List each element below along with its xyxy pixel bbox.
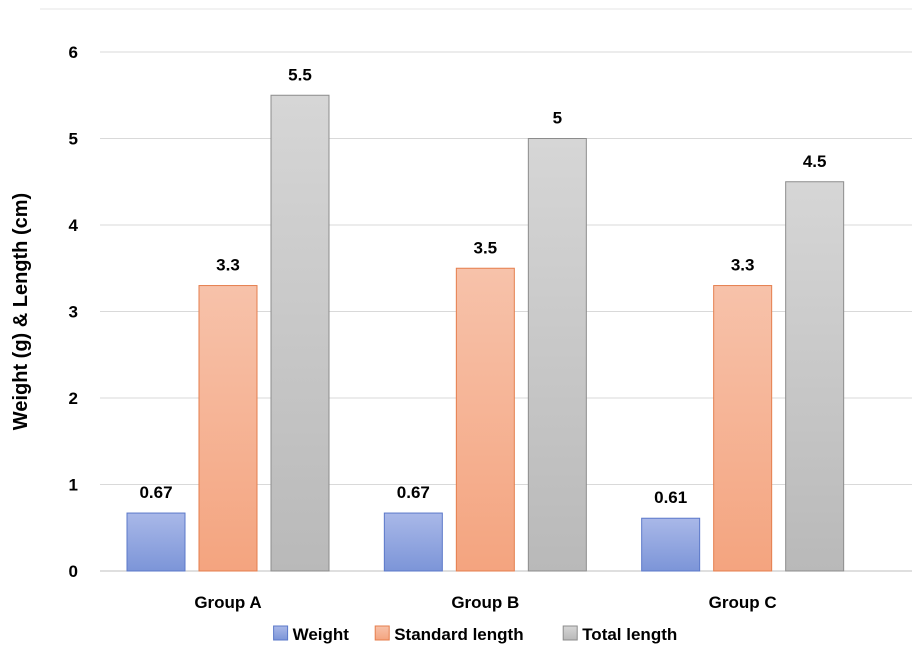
data-label: 3.3 [731,256,755,275]
category-label: Group C [709,593,777,612]
bar-standard-length [713,285,773,572]
bar-weight [383,512,443,572]
bar-total-length [527,138,587,572]
legend-swatch [562,625,578,641]
legend-label: Total length [582,625,677,644]
data-label: 3.3 [216,256,240,275]
category-label: Group B [451,593,519,612]
y-tick-label: 0 [69,562,78,581]
category-labels: Group A Group B Group C [194,593,776,612]
y-tick-label: 4 [69,216,79,235]
y-tick-label: 3 [69,303,78,322]
data-label: 0.61 [654,488,687,507]
legend: Weight Standard length Total length [273,625,677,644]
legend-label: Weight [293,625,350,644]
y-tick-label: 5 [69,130,78,149]
bar-total-length [270,94,330,572]
legend-swatch [374,625,390,641]
bars [126,94,845,572]
data-label: 0.67 [397,483,430,502]
bar-standard-length [198,285,258,572]
bar-weight [126,512,186,572]
y-axis-title: Weight (g) & Length (cm) [10,193,32,430]
data-labels: 0.67 3.3 5.5 0.67 3.5 5 0.61 3.3 4.5 [139,65,826,507]
data-label: 4.5 [803,152,827,171]
data-label: 5 [553,109,562,128]
bar-standard-length [455,267,515,572]
data-label: 5.5 [288,65,312,84]
legend-swatch [273,625,289,641]
y-tick-label: 2 [69,389,78,408]
data-label: 0.67 [139,483,172,502]
y-tick-label: 6 [69,43,78,62]
y-tick-labels: 0 1 2 3 4 5 6 [69,43,79,581]
legend-label: Standard length [394,625,523,644]
bar-weight [641,517,701,572]
bar-total-length [785,181,845,572]
data-label: 3.5 [474,238,498,257]
y-tick-label: 1 [69,476,78,495]
category-label: Group A [194,593,261,612]
